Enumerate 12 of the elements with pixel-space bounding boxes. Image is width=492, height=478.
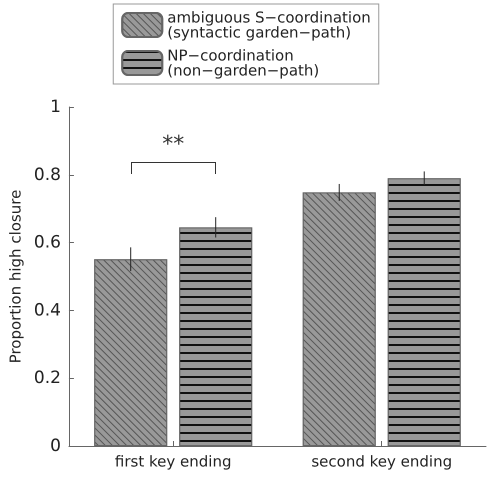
x-tick-label: first key ending bbox=[114, 452, 232, 470]
legend-label: NP−coordination (non−garden−path) bbox=[167, 46, 320, 80]
y-tick-label: 0.2 bbox=[34, 368, 61, 388]
y-tick-label: 0.6 bbox=[34, 232, 61, 253]
y-axis-title: Proportion high closure bbox=[6, 190, 24, 364]
annotation: ** bbox=[162, 132, 184, 158]
y-tick-label: 0 bbox=[50, 436, 61, 456]
y-tick-label: 1 bbox=[50, 97, 61, 117]
legend-label: ambiguous S−coordination (syntactic garden−path) bbox=[167, 8, 371, 42]
y-tick-label: 0.8 bbox=[34, 164, 61, 185]
x-tick-label: second key ending bbox=[311, 452, 452, 470]
y-tick-label: 0.4 bbox=[34, 300, 61, 320]
